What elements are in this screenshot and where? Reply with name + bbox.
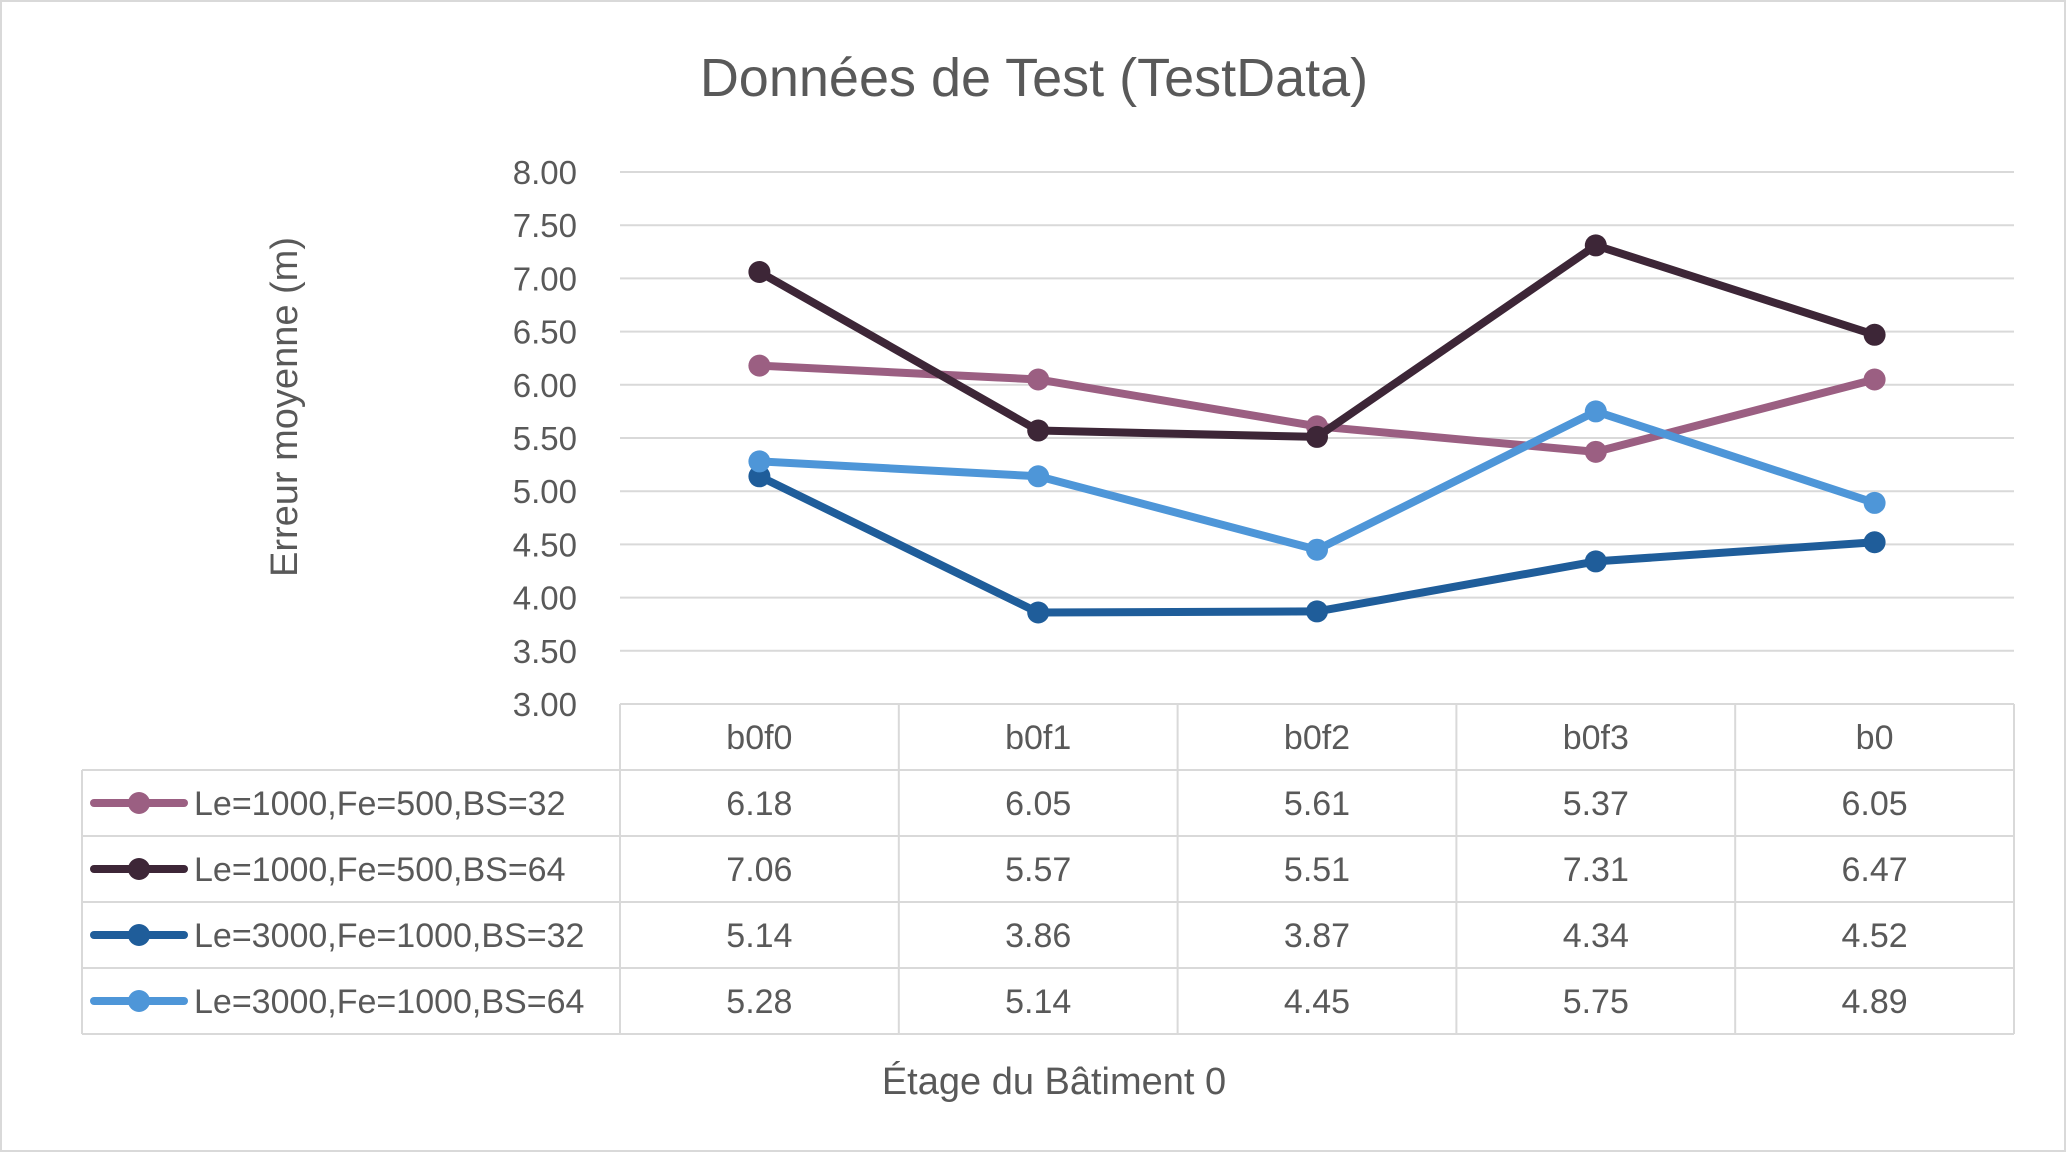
y-tick-label: 8.00 — [513, 154, 577, 191]
data-table-value: 4.89 — [1842, 983, 1908, 1021]
data-point — [1027, 601, 1050, 624]
category-label: b0f2 — [1284, 719, 1350, 757]
data-table-value: 5.57 — [1005, 851, 1071, 889]
legend-marker — [128, 792, 150, 814]
legend-label: Le=1000,Fe=500,BS=64 — [194, 851, 566, 889]
data-table-value: 4.34 — [1563, 917, 1629, 955]
data-table: b0f0 b0f1 b0f2 b0f3 b0 Le=1000,Fe=500,BS=32 6.… — [81, 703, 2015, 1035]
data-point — [1863, 323, 1886, 346]
data-table-value: 6.05 — [1005, 785, 1071, 823]
data-table-value: 6.47 — [1842, 851, 1908, 889]
data-point — [1306, 425, 1328, 448]
data-table-value: 3.86 — [1005, 917, 1071, 955]
data-table-value: 3.87 — [1284, 917, 1350, 955]
y-tick-label: 5.00 — [513, 473, 577, 510]
y-tick-label: 3.00 — [513, 686, 577, 723]
y-tick-label: 4.00 — [513, 580, 577, 617]
series-lines — [748, 234, 1886, 624]
data-table-value: 6.05 — [1842, 785, 1908, 823]
data-point — [748, 261, 771, 284]
data-table-value: 7.31 — [1563, 851, 1629, 889]
gridlines — [620, 171, 2014, 652]
data-table-value: 5.51 — [1284, 851, 1350, 889]
legend-marker — [128, 858, 150, 880]
legend-label: Le=3000,Fe=1000,BS=32 — [194, 917, 584, 955]
y-tick-label: 3.50 — [513, 633, 577, 670]
chart-title: Données de Test (TestData) — [700, 48, 1368, 108]
data-table-value: 5.14 — [726, 917, 792, 955]
category-label: b0f0 — [726, 719, 792, 757]
data-point — [1306, 538, 1328, 561]
y-tick-label: 6.50 — [513, 314, 577, 351]
data-table-value: 5.37 — [1563, 785, 1629, 823]
data-point — [1863, 368, 1886, 391]
y-tick-label: 7.50 — [513, 207, 577, 244]
y-tick-label: 5.50 — [513, 420, 577, 457]
legend-marker — [128, 924, 150, 946]
data-point — [748, 450, 771, 473]
data-point — [1306, 600, 1328, 623]
data-table-value: 5.14 — [1005, 983, 1071, 1021]
data-point — [1863, 531, 1886, 554]
data-point — [1027, 465, 1050, 488]
data-table-value: 6.18 — [726, 785, 792, 823]
data-point — [748, 354, 771, 377]
legend-marker — [128, 990, 150, 1012]
data-table-value: 7.06 — [726, 851, 792, 889]
y-axis-ticks: 8.00 7.50 7.00 6.50 6.00 5.50 5.00 4.50 4.00 3.50… — [513, 154, 577, 723]
legend-label: Le=1000,Fe=500,BS=32 — [194, 785, 566, 823]
data-table-value: 5.75 — [1563, 983, 1629, 1021]
data-table-value: 4.45 — [1284, 983, 1350, 1021]
data-point — [1584, 550, 1607, 573]
category-label: b0f1 — [1005, 719, 1071, 757]
data-point — [1584, 400, 1607, 423]
y-tick-label: 4.50 — [513, 526, 577, 563]
data-point — [1027, 419, 1050, 442]
data-table-value: 4.52 — [1842, 917, 1908, 955]
data-table-value: 5.61 — [1284, 785, 1350, 823]
category-label: b0 — [1856, 719, 1894, 757]
data-point — [1027, 368, 1050, 391]
data-point — [1863, 491, 1886, 514]
category-label: b0f3 — [1563, 719, 1629, 757]
series-line — [755, 241, 1879, 441]
x-axis-title: Étage du Bâtiment 0 — [882, 1060, 1226, 1103]
y-tick-label: 6.00 — [513, 367, 577, 404]
data-point — [1584, 234, 1607, 257]
y-axis-title: Erreur moyenne (m) — [264, 237, 306, 577]
y-tick-label: 7.00 — [513, 260, 577, 297]
legend-label: Le=3000,Fe=1000,BS=64 — [194, 983, 584, 1021]
data-table-value: 5.28 — [726, 983, 792, 1021]
data-point — [1584, 440, 1607, 463]
